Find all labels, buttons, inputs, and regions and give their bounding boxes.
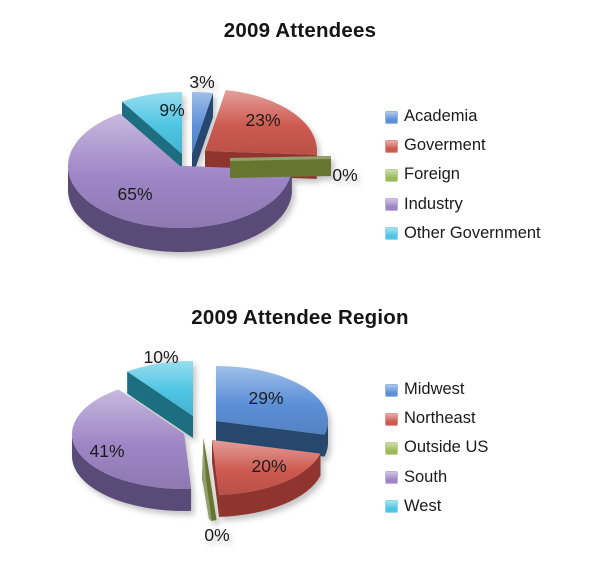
slice-top-face [121, 92, 182, 154]
slice-top-face [68, 113, 292, 229]
attendee-region-chart-title: 2009 Attendee Region [191, 306, 409, 329]
legend-swatch-icon [385, 441, 398, 455]
legend-swatch-icon [385, 383, 398, 397]
slice-top-face [205, 90, 317, 155]
slice-side-face [212, 440, 220, 517]
slice-rim-face [68, 166, 292, 253]
legend-label: Foreign [404, 165, 460, 184]
zero-percent-slice [202, 438, 217, 521]
slice-rim-face [324, 421, 328, 457]
percent-label: 20% [251, 456, 286, 476]
pie-slice-industry [68, 113, 292, 253]
legend-label: Academia [404, 107, 478, 126]
slice-side-face [216, 421, 325, 457]
pie-2009-attendees: 3% 23% 0% 65% 9% [68, 72, 358, 253]
attendees-legend: Academia Goverment Foreign Industry Othe… [385, 102, 541, 248]
legend-item: Other Government [385, 219, 541, 248]
percent-label: 0% [332, 165, 357, 185]
percent-label: 10% [143, 347, 178, 367]
legend-label: South [404, 467, 448, 486]
percent-label: 3% [189, 72, 214, 92]
legend-label: West [404, 496, 442, 515]
legend-item: Academia [385, 102, 541, 131]
legend-swatch-icon [385, 500, 398, 514]
legend-label: Goverment [404, 136, 486, 155]
slice-top-face [127, 361, 193, 416]
legend-item: Industry [385, 190, 541, 219]
slice-top-face [212, 440, 321, 495]
legend-item: Outside US [385, 433, 488, 462]
legend-item: Foreign [385, 160, 541, 189]
percent-label: 0% [204, 525, 229, 545]
zero-percent-slice [230, 156, 331, 178]
slice-top-face [71, 389, 192, 490]
percent-label: 29% [248, 388, 283, 408]
percent-label: 9% [159, 100, 184, 120]
percent-label: 41% [89, 441, 124, 461]
slice-rim-face [72, 434, 192, 512]
pie-slice-west [127, 361, 193, 438]
pie-slice-south [71, 389, 192, 512]
legend-label: Northeast [404, 409, 476, 428]
legend-swatch-icon [385, 110, 398, 124]
legend-swatch-icon [385, 471, 398, 485]
pie-2009-attendee-region: 29% 20% 0% 41% 10% [71, 347, 328, 545]
legend-label: Other Government [404, 223, 541, 242]
slice-top-face [216, 366, 328, 435]
attendee-region-legend: Midwest Northeast Outside US South West [385, 375, 488, 521]
slice-side-face [192, 93, 213, 178]
slice-rim-face [219, 453, 321, 517]
pie-slice-academia [192, 92, 213, 178]
legend-item: Northeast [385, 404, 488, 433]
legend-swatch-icon [385, 412, 398, 426]
legend-label: Outside US [404, 438, 489, 457]
pie-slice-midwest [216, 366, 328, 457]
legend-item: Midwest [385, 375, 488, 404]
percent-label: 65% [117, 184, 152, 204]
legend-swatch-icon [385, 227, 398, 241]
attendees-chart-title: 2009 Attendees [223, 19, 377, 42]
slice-side-face [127, 371, 193, 438]
legend-item: West [385, 492, 488, 521]
percent-label: 23% [245, 110, 280, 130]
pie-slice-northeast [212, 440, 321, 517]
legend-label: Midwest [404, 380, 465, 399]
zero-percent-slice [230, 156, 331, 161]
legend-label: Industry [404, 194, 463, 213]
legend-item: Goverment [385, 131, 541, 160]
legend-swatch-icon [385, 139, 398, 153]
slice-top-face [192, 92, 213, 154]
legend-swatch-icon [385, 168, 398, 182]
legend-swatch-icon [385, 198, 398, 212]
legend-item: South [385, 463, 488, 492]
zero-percent-slice [202, 438, 212, 520]
